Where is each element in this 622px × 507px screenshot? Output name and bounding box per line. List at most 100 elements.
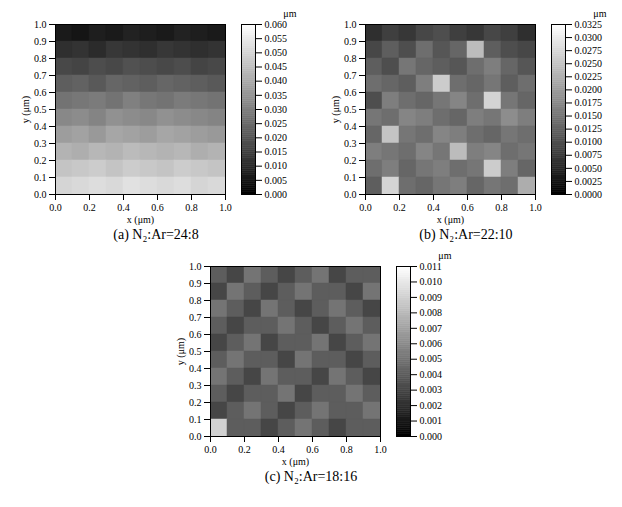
svg-text:0.7: 0.7 [344,70,357,81]
svg-text:0.002: 0.002 [420,400,443,411]
svg-text:0.000: 0.000 [265,189,288,200]
svg-text:0.0325: 0.0325 [575,19,603,30]
svg-text:0.0000: 0.0000 [575,189,603,200]
svg-text:0.4: 0.4 [117,202,130,213]
svg-text:0.1: 0.1 [189,414,202,425]
svg-text:0.2: 0.2 [34,155,47,166]
svg-text:0.2: 0.2 [238,444,251,455]
svg-text:0.055: 0.055 [265,33,288,44]
svg-text:0.0175: 0.0175 [575,97,603,108]
svg-text:0.8: 0.8 [34,53,47,64]
svg-text:0.3: 0.3 [344,138,357,149]
svg-text:1.0: 1.0 [529,202,542,213]
svg-text:0.0125: 0.0125 [575,123,603,134]
svg-text:0.2: 0.2 [83,202,96,213]
svg-text:0.8: 0.8 [340,444,353,455]
svg-text:0.2: 0.2 [393,202,406,213]
svg-text:0.0: 0.0 [189,431,202,442]
svg-text:1.0: 1.0 [344,19,357,30]
svg-text:0.005: 0.005 [420,353,443,364]
svg-text:0.008: 0.008 [420,307,443,318]
svg-text:0.8: 0.8 [189,295,202,306]
svg-text:0.0075: 0.0075 [575,149,603,160]
svg-text:0.4: 0.4 [427,202,440,213]
svg-text:0.0100: 0.0100 [575,136,603,147]
svg-text:0.8: 0.8 [495,202,508,213]
svg-text:0.3: 0.3 [189,380,202,391]
svg-text:0.5: 0.5 [34,104,47,115]
svg-text:1.0: 1.0 [189,261,202,272]
svg-text:0.011: 0.011 [420,261,442,272]
svg-text:0.6: 0.6 [344,87,357,98]
svg-text:0.8: 0.8 [344,53,357,64]
svg-text:0.9: 0.9 [189,278,202,289]
svg-text:1.0: 1.0 [34,19,47,30]
svg-text:0.6: 0.6 [34,87,47,98]
svg-text:0.0200: 0.0200 [575,84,603,95]
svg-text:y (μm): y (μm) [175,338,187,365]
svg-text:0.3: 0.3 [34,138,47,149]
svg-text:1.0: 1.0 [219,202,232,213]
svg-text:0.4: 0.4 [189,363,202,374]
svg-text:0.040: 0.040 [265,75,288,86]
svg-text:0.045: 0.045 [265,61,288,72]
svg-text:0.7: 0.7 [34,70,47,81]
svg-text:0.0300: 0.0300 [575,32,603,43]
svg-text:0.6: 0.6 [151,202,164,213]
svg-text:0.009: 0.009 [420,292,443,303]
svg-text:0.9: 0.9 [344,36,357,47]
svg-text:0.0: 0.0 [49,202,62,213]
svg-text:0.0275: 0.0275 [575,45,603,56]
svg-text:x (μm): x (μm) [437,214,464,226]
svg-text:0.4: 0.4 [272,444,285,455]
svg-text:0.1: 0.1 [344,172,357,183]
svg-text:0.6: 0.6 [461,202,474,213]
svg-text:0.0050: 0.0050 [575,163,603,174]
svg-text:0.6: 0.6 [306,444,319,455]
svg-text:0.035: 0.035 [265,90,288,101]
svg-text:0.000: 0.000 [420,431,443,442]
svg-text:0.0225: 0.0225 [575,71,603,82]
svg-text:0.007: 0.007 [420,323,443,334]
svg-text:0.4: 0.4 [34,121,47,132]
svg-text:0.015: 0.015 [265,146,288,157]
svg-text:μm: μm [283,8,296,19]
svg-text:μm: μm [438,250,451,261]
svg-text:0.030: 0.030 [265,104,288,115]
svg-text:0.050: 0.050 [265,47,288,58]
svg-text:x (μm): x (μm) [127,214,154,226]
svg-text:0.020: 0.020 [265,132,288,143]
svg-text:0.4: 0.4 [344,121,357,132]
svg-text:0.060: 0.060 [265,19,288,30]
svg-text:0.004: 0.004 [420,369,443,380]
svg-text:0.001: 0.001 [420,415,443,426]
svg-text:y (μm): y (μm) [330,96,342,123]
svg-text:0.0025: 0.0025 [575,176,603,187]
html-text:(a) N₂:Ar=24:8: (a) N₂:Ar=24:8 [113,227,199,242]
svg-text:0.5: 0.5 [189,346,202,357]
svg-text:0.9: 0.9 [34,36,47,47]
svg-text:0.0: 0.0 [344,189,357,200]
svg-text:0.0250: 0.0250 [575,58,603,69]
svg-text:y (μm): y (μm) [20,96,32,123]
svg-text:0.005: 0.005 [265,175,288,186]
svg-text:0.0: 0.0 [204,444,217,455]
svg-text:0.0: 0.0 [359,202,372,213]
svg-text:μm: μm [593,8,606,19]
svg-text:0.006: 0.006 [420,338,443,349]
svg-text:0.025: 0.025 [265,118,288,129]
svg-text:0.8: 0.8 [185,202,198,213]
svg-text:0.7: 0.7 [189,312,202,323]
svg-text:0.2: 0.2 [344,155,357,166]
svg-text:0.0: 0.0 [34,189,47,200]
svg-text:0.010: 0.010 [265,160,288,171]
svg-text:0.5: 0.5 [344,104,357,115]
svg-text:0.010: 0.010 [420,276,443,287]
svg-text:1.0: 1.0 [374,444,387,455]
svg-text:0.1: 0.1 [34,172,47,183]
svg-text:0.2: 0.2 [189,397,202,408]
svg-text:0.003: 0.003 [420,384,443,395]
svg-text:0.6: 0.6 [189,329,202,340]
svg-text:x (μm): x (μm) [282,456,309,468]
svg-text:0.0150: 0.0150 [575,110,603,121]
